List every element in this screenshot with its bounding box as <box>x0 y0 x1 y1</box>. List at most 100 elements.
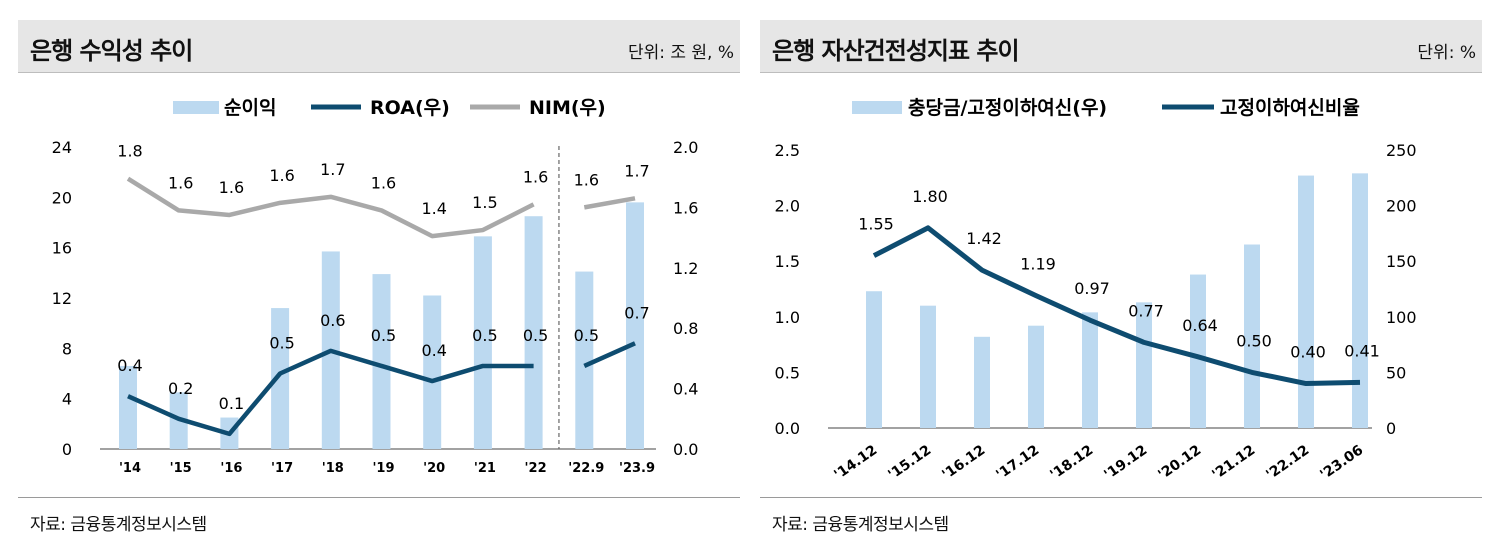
x-category-label: '16 <box>220 461 242 476</box>
npl-ratio-legend-label: 고정이하여신비율 <box>1220 97 1360 119</box>
net-income-bar <box>524 216 543 449</box>
asset-quality-source: 자료: 금융통계정보시스템 <box>772 515 949 535</box>
roa-legend-label: ROA(우) <box>370 97 450 119</box>
profitability-title: 은행 수익성 추이 <box>30 37 193 65</box>
net-income-legend-label: 순이익 <box>224 97 276 119</box>
y-left-tick-label: 16 <box>52 239 72 258</box>
y-left-tick-label: 0.0 <box>775 419 800 438</box>
net-income-bar <box>271 308 290 449</box>
x-category-label: '22 <box>525 461 547 476</box>
coverage-ratio-legend-swatch <box>852 101 902 114</box>
x-category-label: '18.12 <box>1047 442 1096 483</box>
y-left-tick-label: 0 <box>62 440 72 459</box>
nim-data-label: 1.7 <box>320 160 345 179</box>
roa-data-label: 0.2 <box>168 379 193 398</box>
y-left-tick-label: 24 <box>52 138 72 157</box>
profitability-chart: 0 4 8 12 16 20 24 0.0 0.4 0.8 1.2 1.6 2.0 0.4 0.2 0.1 0.… <box>52 97 699 476</box>
y-left-tick-label: 2.0 <box>775 197 800 216</box>
npl-ratio-data-label: 0.40 <box>1290 343 1326 362</box>
nim-legend-label: NIM(우) <box>529 97 606 119</box>
nim-data-label: 1.6 <box>219 178 244 197</box>
x-category-label: '19 <box>372 461 394 476</box>
asset-quality-chart: 0.0 0.5 1.0 1.5 2.0 2.5 0 50 100 150 200 250 1.55 1.8… <box>775 97 1417 483</box>
coverage-ratio-bar <box>1190 274 1206 428</box>
y-left-tick-label: 0.5 <box>775 363 800 382</box>
roa-data-label: 0.5 <box>371 326 396 345</box>
y-left-tick-label: 8 <box>62 339 72 358</box>
nim-data-label: 1.5 <box>472 193 497 212</box>
nim-data-label: 1.6 <box>523 167 548 186</box>
x-category-label: '21 <box>474 461 496 476</box>
roa-data-label: 0.4 <box>421 341 446 360</box>
roa-data-label: 0.5 <box>472 326 497 345</box>
coverage-ratio-bar <box>1082 312 1098 428</box>
y-right-tick-label: 250 <box>1386 141 1417 160</box>
profitability-panel: 은행 수익성 추이 단위: 조 원, % 0 4 8 12 16 20 24 0.0 0.4 0.… <box>18 0 740 550</box>
coverage-ratio-bar <box>1028 325 1044 428</box>
nim-data-label: 1.6 <box>269 166 294 185</box>
x-category-label: '15.12 <box>885 442 934 483</box>
npl-ratio-data-label: 1.42 <box>966 229 1002 248</box>
y-left-tick-label: 20 <box>52 188 72 207</box>
net-income-bar <box>626 202 644 449</box>
nim-data-label: 1.4 <box>421 199 446 218</box>
profitability-footer-divider <box>18 497 740 498</box>
npl-ratio-line <box>872 225 1361 387</box>
npl-ratio-data-label: 0.50 <box>1236 331 1272 350</box>
roa-data-label: 0.5 <box>523 326 548 345</box>
roa-data-label: 0.1 <box>219 394 244 413</box>
x-category-label: '19.12 <box>1101 442 1150 483</box>
asset-quality-header: 은행 자산건전성지표 추이 단위: % <box>760 20 1482 73</box>
coverage-ratio-bar <box>974 336 990 428</box>
roa-line-recent <box>583 341 636 369</box>
roa-data-label: 0.7 <box>624 303 649 322</box>
coverage-ratio-bar <box>866 291 882 428</box>
profitability-source: 자료: 금융통계정보시스템 <box>30 515 207 535</box>
net-income-legend-swatch <box>173 101 219 114</box>
roa-data-label: 0.5 <box>269 334 294 353</box>
roa-line <box>127 348 534 437</box>
y-left-tick-label: 1.0 <box>775 308 800 327</box>
y-right-tick-label: 200 <box>1386 197 1417 216</box>
x-category-label: '23.9 <box>619 461 655 476</box>
x-category-label: '14.12 <box>831 442 880 483</box>
asset-quality-title: 은행 자산건전성지표 추이 <box>772 37 1020 65</box>
y-right-tick-label: 0.4 <box>673 380 698 399</box>
x-category-label: '16.12 <box>939 442 988 483</box>
y-left-tick-label: 2.5 <box>775 141 800 160</box>
coverage-ratio-bar <box>1136 302 1152 428</box>
nim-data-label: 1.6 <box>371 173 396 192</box>
npl-ratio-data-label: 1.55 <box>858 215 894 234</box>
x-category-label: '17.12 <box>993 442 1042 483</box>
coverage-ratio-bar <box>1298 175 1314 428</box>
net-income-bar <box>372 274 391 449</box>
x-category-label: '22.12 <box>1263 442 1312 483</box>
coverage-ratio-legend-label: 충당금/고정이하여신(우) <box>908 97 1107 119</box>
y-right-tick-label: 0.8 <box>673 319 698 338</box>
npl-ratio-data-label: 1.80 <box>912 187 948 206</box>
net-income-bar <box>473 236 492 449</box>
y-right-tick-label: 1.2 <box>673 259 698 278</box>
npl-ratio-data-label: 1.19 <box>1020 255 1056 274</box>
net-income-bar <box>119 365 137 449</box>
asset-quality-footer-divider <box>760 497 1482 498</box>
coverage-ratio-bar <box>1244 244 1260 428</box>
npl-ratio-data-label: 0.97 <box>1074 279 1110 298</box>
y-left-tick-label: 4 <box>62 390 72 409</box>
y-left-tick-label: 12 <box>52 289 72 308</box>
nim-data-label: 1.6 <box>574 170 599 189</box>
npl-ratio-data-label: 0.41 <box>1344 341 1380 360</box>
x-category-label: '18 <box>322 461 344 476</box>
coverage-ratio-bar <box>1352 173 1368 428</box>
asset-quality-panel: 은행 자산건전성지표 추이 단위: % 0.0 0.5 1.0 1.5 2.0 2.5 0 5… <box>760 0 1482 550</box>
y-right-tick-label: 1.6 <box>673 198 698 217</box>
nim-line-recent <box>583 196 636 210</box>
x-category-label: '14 <box>119 461 141 476</box>
y-right-tick-label: 2.0 <box>673 138 698 157</box>
net-income-bar <box>575 271 594 449</box>
x-category-label: '21.12 <box>1209 442 1258 483</box>
net-income-bar <box>423 295 442 449</box>
x-category-label: '17 <box>271 461 293 476</box>
y-right-tick-label: 150 <box>1386 252 1417 271</box>
asset-quality-unit: 단위: % <box>1417 43 1476 63</box>
